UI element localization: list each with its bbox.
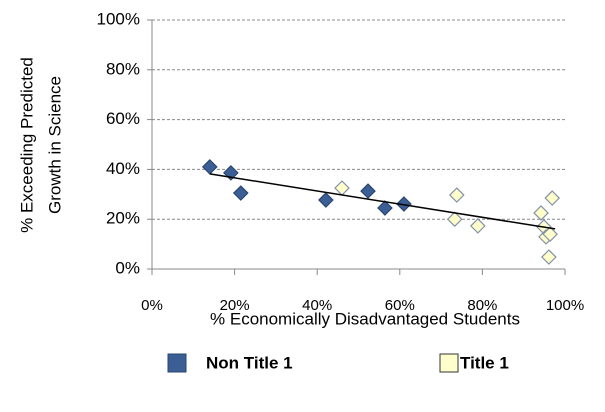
- x-tick-label: 0%: [141, 297, 163, 314]
- trendline: [209, 173, 556, 230]
- x-tick-label: 40%: [302, 297, 332, 314]
- point: [533, 205, 549, 221]
- y-axis-title: % Exceeding Predicted: [17, 57, 36, 233]
- y-tick-label: 80%: [106, 59, 140, 78]
- point: [396, 196, 412, 212]
- point: [542, 226, 558, 242]
- legend-label: Title 1: [460, 353, 509, 372]
- y-tick-label: 60%: [106, 109, 140, 128]
- point: [334, 180, 350, 196]
- point: [232, 185, 249, 201]
- x-tick-label: 80%: [467, 297, 497, 314]
- x-tick-label: 60%: [385, 297, 415, 314]
- point: [201, 159, 218, 175]
- point: [318, 192, 334, 208]
- y-tick-label: 0%: [115, 258, 140, 277]
- point: [448, 187, 465, 203]
- point: [541, 249, 557, 265]
- point: [446, 211, 463, 228]
- legend-label: Non Title 1: [206, 353, 293, 372]
- y-tick-label: 20%: [106, 209, 140, 228]
- y-axis-title: Growth in Science: [45, 76, 64, 214]
- legend-swatch: [167, 353, 187, 373]
- point: [360, 183, 376, 199]
- y-tick-label: 40%: [106, 159, 140, 178]
- point: [377, 200, 393, 216]
- point: [544, 190, 561, 206]
- y-tick-label: 100%: [97, 9, 140, 28]
- x-tick-label: 100%: [546, 297, 584, 314]
- x-axis-title: % Economically Disadvantaged Students: [210, 309, 520, 328]
- x-tick-label: 20%: [220, 297, 250, 314]
- point: [470, 218, 486, 234]
- legend-swatch: [439, 353, 459, 373]
